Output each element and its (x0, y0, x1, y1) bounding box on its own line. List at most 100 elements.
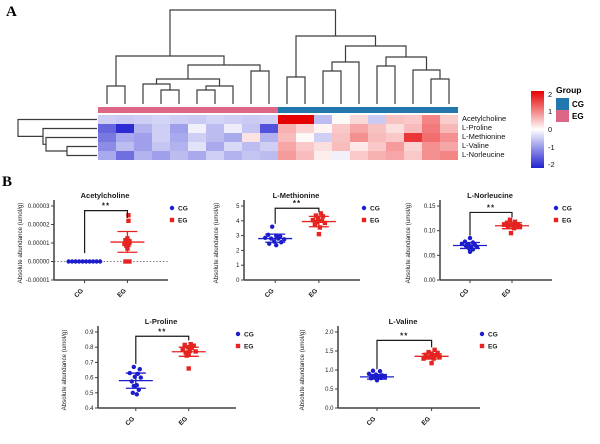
dendrograms (17, 9, 450, 157)
heatmap-cell (422, 124, 440, 133)
eg-point (124, 243, 129, 248)
heatmap-cell (296, 124, 314, 133)
y-tick-label: 2 (236, 248, 240, 254)
eg-point (501, 222, 507, 227)
heatmap-cell (368, 124, 386, 133)
heatmap-cell (278, 142, 296, 151)
heatmap-cell (368, 133, 386, 142)
heatmap-cell (170, 142, 188, 151)
eg-point (183, 350, 188, 355)
heatmap-cell (278, 124, 296, 133)
heatmap-cell (170, 133, 188, 142)
heatmap-cell (206, 142, 224, 151)
cg-point (80, 259, 85, 264)
heatmap-cell (152, 133, 170, 142)
heatmap-cell (332, 124, 350, 133)
colorbar-tick-label: 2 (548, 89, 553, 99)
heatmap-cell (404, 133, 422, 142)
cg-point (94, 259, 99, 264)
heatmap-cell (134, 124, 152, 133)
legend-eg-marker (361, 217, 367, 223)
legend-cg-label: CG (244, 331, 254, 338)
heatmap-cell (404, 115, 422, 124)
heatmap-cell (350, 151, 368, 160)
y-tick-label: 0.00002 (28, 223, 50, 229)
significance-bracket (469, 211, 513, 236)
significance-label: ** (487, 203, 495, 212)
plot-norleucine: 0.00 0.05 0.10 0.15 CG EG ** L-Norleucine Absolu… (405, 191, 572, 299)
significance-label: ** (102, 202, 110, 211)
colorbar-tick-label: 0 (548, 125, 553, 134)
heatmap-cell (350, 142, 368, 151)
x-tick-label: EG (178, 415, 190, 427)
y-tick-label: -0.00001 (26, 278, 50, 284)
heatmap-cell (278, 133, 296, 142)
eg-point (126, 213, 131, 218)
heatmap-row-label: L-Valine (462, 141, 489, 150)
legend-eg-label: EG (488, 343, 497, 350)
heatmap-cell (404, 142, 422, 151)
legend-eg-marker (479, 343, 485, 349)
heatmap-cell (386, 115, 404, 124)
cg-error-bar (360, 373, 394, 380)
y-tick-label: 0.05 (424, 253, 436, 259)
heatmap-cell (116, 142, 134, 151)
cg-point (97, 259, 103, 264)
axes (439, 200, 552, 281)
heatmap-cell (116, 115, 134, 124)
heatmap-cell (98, 133, 116, 142)
axes (243, 200, 360, 281)
y-tick-label: 0.15 (424, 204, 436, 210)
heatmap-cell (368, 142, 386, 151)
y-tick-label: 0.00001 (28, 241, 50, 247)
y-axis-label: Absolute abundance (umol/g) (61, 330, 68, 411)
legend-eg-label: EG (370, 217, 379, 224)
heatmap-cell (440, 124, 458, 133)
heatmap-cell (260, 133, 278, 142)
heatmap-cell (422, 151, 440, 160)
heatmap-row-label: L-Methionine (462, 132, 506, 141)
heatmap-cell (170, 115, 188, 124)
heatmap-cell (386, 142, 404, 151)
heatmap-cell (224, 133, 242, 142)
eg-point (318, 211, 324, 216)
eg-point (312, 222, 318, 227)
cg-error-bar (118, 372, 153, 389)
cg-point (138, 375, 143, 380)
eg-error-bar (301, 215, 336, 228)
cg-point (87, 259, 92, 264)
eg-point (313, 213, 319, 218)
y-tick-label: 0.10 (424, 229, 436, 235)
eg-point (126, 218, 131, 223)
heatmap-cell (188, 142, 206, 151)
x-tick-label: EG (501, 287, 513, 299)
y-tick-label: 0.00000 (28, 260, 50, 266)
eg-point (184, 353, 189, 358)
heatmap-cell (152, 142, 170, 151)
heatmap-cell (188, 151, 206, 160)
heatmap-cell (98, 151, 116, 160)
plot-title: Acetylcholine (81, 191, 130, 200)
x-tick-label: EG (116, 287, 128, 299)
eg-point (319, 218, 325, 223)
panel-a-label: A (6, 4, 17, 20)
eg-point (186, 366, 191, 371)
heatmap-cell (260, 142, 278, 151)
y-tick-label: 0 (236, 278, 240, 284)
heatmap-cell (386, 151, 404, 160)
heatmap-cell (116, 133, 134, 142)
significance-bracket (135, 335, 190, 364)
heatmap-cell (368, 151, 386, 160)
plot-acetylcholine: -0.00001 0.00000 0.00001 0.00002 0.00003 CG EG… (17, 191, 188, 299)
heatmap-cell (422, 133, 440, 142)
legend-cg-marker (553, 205, 559, 211)
group-legend-entry: CG (556, 98, 584, 110)
eg-point (316, 231, 322, 237)
heatmap-cell (242, 151, 260, 160)
y-tick-label: 0.00003 (28, 204, 50, 210)
legend-eg-marker (169, 217, 175, 223)
cg-point (134, 392, 139, 397)
significance-label: ** (158, 327, 166, 336)
y-tick-label: 0.8 (85, 345, 94, 351)
cg-point (377, 368, 383, 374)
